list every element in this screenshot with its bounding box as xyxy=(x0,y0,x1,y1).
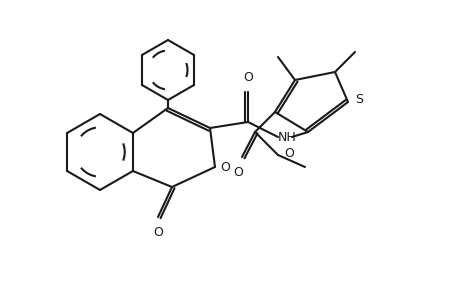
Text: O: O xyxy=(219,160,230,173)
Text: S: S xyxy=(354,92,362,106)
Text: NH: NH xyxy=(277,130,296,143)
Text: O: O xyxy=(283,146,293,160)
Text: O: O xyxy=(153,226,162,239)
Text: O: O xyxy=(242,71,252,84)
Text: O: O xyxy=(233,166,242,179)
